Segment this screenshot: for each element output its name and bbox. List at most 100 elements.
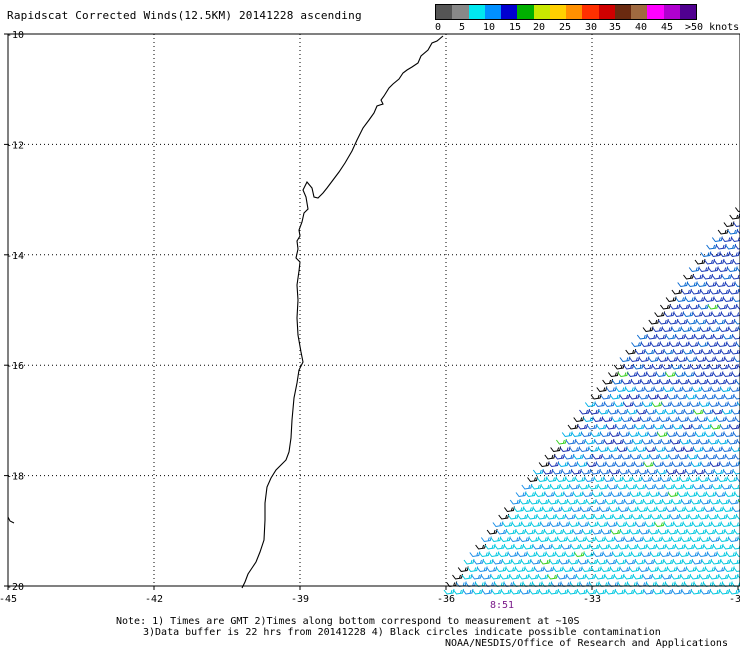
wind-barb	[702, 446, 714, 453]
legend-swatch	[484, 5, 501, 19]
wind-barb	[657, 566, 669, 573]
wind-barb	[600, 566, 612, 573]
wind-barb	[589, 468, 601, 475]
wind-barb	[693, 408, 704, 415]
wind-barb	[574, 513, 586, 520]
wind-barb	[526, 551, 538, 558]
wind-barb	[579, 543, 591, 550]
wind-barb	[542, 506, 553, 513]
wind-barb	[692, 483, 704, 490]
wind-barb	[707, 341, 718, 348]
wind-barb	[639, 453, 651, 460]
wind-barb	[525, 491, 536, 498]
wind-barb	[727, 573, 739, 580]
wind-barb	[734, 454, 740, 460]
wind-barb	[624, 386, 636, 393]
wind-barb	[706, 243, 718, 250]
wind-barb	[628, 393, 640, 400]
wind-barb	[636, 543, 648, 550]
wind-barb	[668, 378, 680, 385]
wind-barb	[548, 461, 560, 468]
wind-barb	[638, 566, 650, 573]
legend-swatch	[566, 5, 583, 19]
wind-barb	[678, 513, 690, 520]
legend-swatch	[631, 5, 648, 19]
wind-barb	[609, 393, 621, 400]
wind-barb	[713, 506, 724, 513]
wind-barb	[638, 393, 650, 400]
wind-barb	[725, 243, 737, 250]
wind-barb	[644, 558, 655, 565]
wind-barb	[707, 266, 719, 273]
wind-barb	[665, 468, 677, 475]
latitude-label: -16	[6, 361, 24, 372]
wind-barb	[665, 333, 677, 340]
wind-barb	[691, 348, 703, 355]
wind-barb	[717, 401, 729, 408]
wind-barb	[547, 498, 559, 505]
wind-barb	[462, 588, 474, 595]
wind-barb	[708, 536, 720, 543]
wind-barb	[735, 342, 740, 348]
wind-barb	[679, 303, 690, 310]
wind-barb	[587, 558, 598, 565]
wind-barb	[703, 371, 714, 378]
wind-barb	[631, 341, 642, 348]
longitude-label: -36	[437, 594, 455, 605]
wind-barb	[722, 296, 734, 303]
wind-barb	[563, 453, 575, 460]
wind-barb	[665, 543, 677, 550]
wind-barb	[633, 588, 645, 595]
wind-barb	[549, 521, 561, 528]
wind-barb	[557, 588, 569, 595]
wind-barb	[505, 528, 517, 535]
wind-barb	[669, 303, 681, 310]
wind-barb	[726, 303, 738, 310]
wind-barb	[585, 573, 596, 580]
wind-barb	[686, 528, 698, 535]
axis-frame	[7, 33, 740, 587]
wind-barb	[672, 558, 684, 565]
wind-barb	[729, 558, 740, 565]
wind-barb	[734, 492, 740, 498]
wind-barb	[600, 393, 612, 400]
wind-barb	[515, 528, 527, 535]
wind-barb	[705, 318, 717, 325]
wind-barb	[717, 228, 729, 235]
wind-barb	[617, 371, 629, 378]
wind-barb	[700, 423, 712, 430]
legend-label: 5	[459, 22, 466, 33]
wind-barb	[614, 461, 626, 468]
wind-barb	[643, 386, 655, 393]
wind-barb	[545, 513, 557, 520]
wind-barb	[658, 416, 670, 423]
wind-barb	[684, 506, 696, 513]
wind-barb	[536, 476, 548, 483]
wind-barb	[584, 476, 595, 483]
wind-barb	[732, 432, 740, 438]
wind-barb	[635, 446, 647, 453]
wind-barb	[657, 318, 669, 325]
wind-barb	[718, 326, 730, 333]
wind-barb	[588, 408, 600, 415]
wind-barb	[690, 461, 702, 468]
wind-barb	[581, 566, 593, 573]
wind-barb	[605, 461, 617, 468]
wind-barb	[709, 461, 721, 468]
wind-barb	[685, 393, 697, 400]
wind-barb	[676, 393, 688, 400]
wind-barb	[712, 543, 724, 550]
wind-barb	[660, 303, 671, 310]
wind-barb	[697, 513, 709, 520]
wind-barb	[621, 513, 633, 520]
wind-barb	[698, 476, 709, 483]
wind-barb	[714, 528, 726, 535]
wind-barb	[716, 513, 728, 520]
wind-barb	[662, 461, 674, 468]
wind-barb	[703, 333, 715, 340]
wind-barb	[683, 408, 695, 415]
wind-barb	[735, 207, 740, 213]
wind-barb	[576, 498, 588, 505]
wind-barb	[654, 311, 666, 318]
